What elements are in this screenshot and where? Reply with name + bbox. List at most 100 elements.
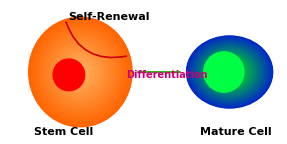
Ellipse shape: [45, 34, 116, 110]
Ellipse shape: [197, 44, 262, 100]
Ellipse shape: [34, 23, 127, 121]
Ellipse shape: [225, 68, 234, 76]
Ellipse shape: [187, 36, 272, 108]
Ellipse shape: [228, 70, 232, 74]
Ellipse shape: [73, 64, 88, 80]
Ellipse shape: [72, 63, 89, 81]
Ellipse shape: [44, 34, 117, 110]
Ellipse shape: [50, 40, 111, 104]
Ellipse shape: [198, 46, 261, 98]
Ellipse shape: [205, 51, 254, 93]
Ellipse shape: [209, 54, 251, 90]
Ellipse shape: [39, 28, 122, 116]
Ellipse shape: [34, 23, 126, 121]
Ellipse shape: [218, 62, 241, 82]
Ellipse shape: [67, 58, 93, 86]
Ellipse shape: [71, 62, 90, 82]
Ellipse shape: [60, 50, 101, 94]
Ellipse shape: [220, 64, 239, 80]
Ellipse shape: [226, 69, 233, 75]
Ellipse shape: [75, 66, 86, 78]
Ellipse shape: [38, 27, 123, 117]
Ellipse shape: [63, 54, 98, 90]
Ellipse shape: [206, 52, 253, 92]
Ellipse shape: [205, 52, 254, 92]
Ellipse shape: [222, 66, 237, 78]
Ellipse shape: [76, 67, 85, 77]
Ellipse shape: [221, 65, 238, 79]
Ellipse shape: [213, 58, 246, 86]
Ellipse shape: [31, 19, 130, 125]
Ellipse shape: [55, 45, 106, 99]
Ellipse shape: [191, 40, 268, 104]
Ellipse shape: [36, 25, 124, 119]
Ellipse shape: [69, 60, 92, 84]
Ellipse shape: [46, 35, 115, 109]
Ellipse shape: [223, 67, 236, 77]
Text: Differentiation: Differentiation: [126, 70, 207, 80]
Ellipse shape: [228, 71, 231, 73]
Ellipse shape: [68, 59, 93, 85]
Ellipse shape: [188, 37, 272, 107]
Ellipse shape: [62, 53, 98, 91]
Ellipse shape: [190, 39, 269, 105]
Ellipse shape: [74, 65, 87, 79]
Ellipse shape: [204, 50, 255, 94]
Ellipse shape: [227, 70, 232, 74]
Ellipse shape: [217, 62, 242, 82]
Ellipse shape: [189, 38, 270, 106]
Ellipse shape: [219, 64, 240, 80]
Ellipse shape: [80, 71, 81, 73]
Ellipse shape: [201, 48, 259, 96]
Ellipse shape: [54, 44, 107, 100]
Text: Stem Cell: Stem Cell: [34, 127, 93, 138]
Ellipse shape: [69, 60, 91, 84]
Ellipse shape: [65, 56, 96, 88]
Ellipse shape: [215, 59, 245, 85]
Ellipse shape: [203, 50, 257, 94]
Ellipse shape: [58, 48, 103, 96]
Ellipse shape: [214, 58, 246, 86]
Ellipse shape: [44, 33, 117, 111]
Ellipse shape: [75, 67, 86, 77]
Ellipse shape: [210, 55, 249, 89]
Ellipse shape: [202, 49, 257, 95]
Ellipse shape: [67, 58, 94, 86]
Ellipse shape: [201, 49, 258, 95]
Ellipse shape: [78, 69, 83, 75]
Ellipse shape: [201, 48, 258, 96]
Ellipse shape: [198, 46, 261, 98]
Ellipse shape: [35, 24, 126, 120]
Ellipse shape: [214, 59, 245, 85]
Ellipse shape: [192, 40, 267, 104]
Ellipse shape: [59, 49, 102, 95]
Ellipse shape: [217, 61, 243, 83]
Ellipse shape: [212, 57, 247, 87]
Ellipse shape: [197, 45, 262, 99]
Ellipse shape: [187, 36, 273, 108]
Ellipse shape: [47, 37, 113, 107]
Ellipse shape: [56, 46, 105, 98]
Ellipse shape: [51, 41, 110, 103]
Ellipse shape: [212, 58, 247, 86]
Ellipse shape: [53, 59, 85, 91]
Ellipse shape: [59, 49, 102, 95]
Ellipse shape: [40, 29, 121, 115]
Ellipse shape: [215, 60, 244, 84]
Ellipse shape: [48, 38, 113, 106]
Ellipse shape: [210, 56, 249, 88]
Ellipse shape: [204, 52, 244, 92]
Ellipse shape: [209, 55, 250, 89]
Ellipse shape: [64, 54, 97, 90]
Ellipse shape: [30, 19, 131, 125]
Ellipse shape: [51, 41, 109, 103]
Ellipse shape: [55, 45, 106, 99]
Ellipse shape: [224, 67, 236, 77]
Ellipse shape: [208, 54, 252, 90]
Ellipse shape: [193, 41, 266, 103]
Ellipse shape: [66, 57, 95, 87]
Ellipse shape: [196, 44, 263, 100]
Ellipse shape: [78, 70, 82, 74]
Ellipse shape: [223, 66, 236, 78]
Ellipse shape: [199, 47, 260, 97]
